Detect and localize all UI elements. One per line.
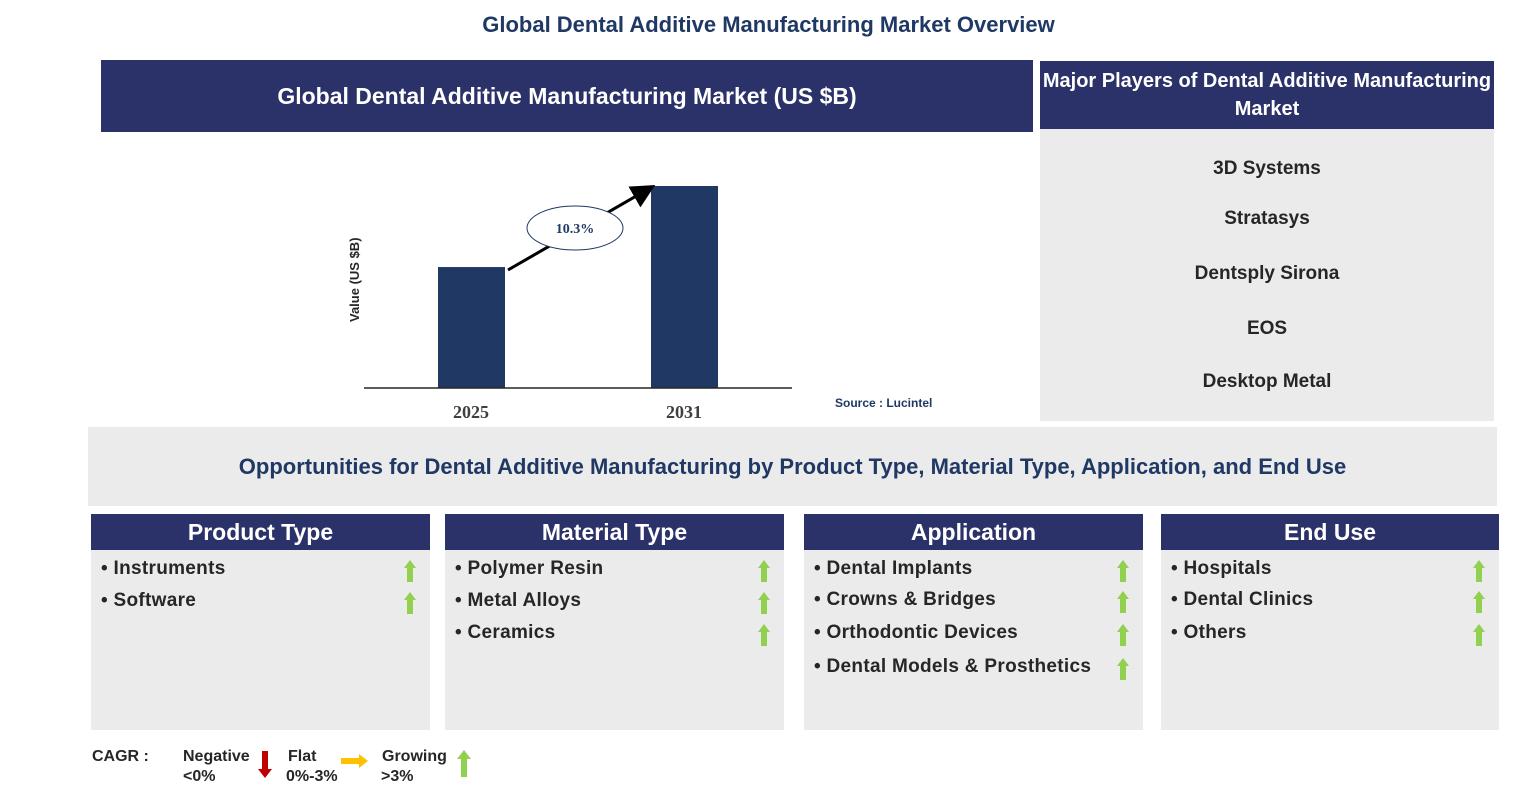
player-item: EOS xyxy=(1246,318,1288,339)
segment-item: • Ceramics xyxy=(455,622,556,643)
segment-item: • Crowns & Bridges xyxy=(814,589,997,610)
segment-item: • Polymer Resin xyxy=(455,558,604,579)
player-item: Stratasys xyxy=(1224,208,1310,229)
segment-item: • Instruments xyxy=(101,558,226,579)
arrow-up-icon xyxy=(404,592,416,614)
legend-flat-range: 0%-3% xyxy=(286,768,338,785)
arrow-up-icon xyxy=(758,592,770,614)
segment-item: • Orthodontic Devices xyxy=(814,622,1019,643)
players-list: 3D Systems Stratasys Dentsply Sirona EOS… xyxy=(1040,129,1494,421)
bar-chart: Value (US $B) 2025 2031 10.3% Source : Lu… xyxy=(347,184,932,422)
x-tick-label: 2031 xyxy=(666,402,702,422)
legend-negative-range: <0% xyxy=(183,768,216,785)
arrow-up-icon xyxy=(1117,591,1129,613)
segment-header: Application xyxy=(804,514,1143,550)
player-item: Desktop Metal xyxy=(1202,371,1332,392)
players-header: Major Players of Dental Additive Manufac… xyxy=(1040,61,1494,129)
segment-item: • Metal Alloys xyxy=(455,590,582,611)
legend-growing-range: >3% xyxy=(381,768,414,785)
arrow-right-icon xyxy=(341,754,368,768)
legend-negative: Negative xyxy=(183,748,250,765)
segment-item: • Dental Clinics xyxy=(1171,589,1314,610)
arrow-up-icon xyxy=(457,750,471,777)
arrow-up-icon xyxy=(1117,658,1129,680)
y-axis-label: Value (US $B) xyxy=(347,237,362,322)
arrow-up-icon xyxy=(404,560,416,582)
source-label: Source : Lucintel xyxy=(835,396,932,410)
chart-header: Global Dental Additive Manufacturing Mar… xyxy=(101,60,1033,132)
player-item: 3D Systems xyxy=(1213,158,1321,179)
segment-header: End Use xyxy=(1161,514,1499,550)
segment-header: Product Type xyxy=(91,514,430,550)
segment-item: • Others xyxy=(1171,622,1247,643)
segment-header: Material Type xyxy=(445,514,784,550)
arrow-up-icon xyxy=(1117,560,1129,582)
bar-2031 xyxy=(651,186,718,388)
legend-label: CAGR : xyxy=(92,748,149,765)
segment-item: • Dental Models & Prosthetics xyxy=(814,656,1092,677)
segment-application: Application • Dental Implants • Crowns & B… xyxy=(804,514,1143,730)
bar-2025 xyxy=(438,267,505,388)
player-item: Dentsply Sirona xyxy=(1194,263,1340,284)
arrow-up-icon xyxy=(1473,591,1485,613)
opportunities-title: Opportunities for Dental Additive Manufa… xyxy=(88,427,1497,506)
segment-material-type: Material Type • Polymer Resin • Metal Allo… xyxy=(445,514,784,730)
segment-item: • Hospitals xyxy=(1171,558,1272,579)
arrow-up-icon xyxy=(1117,624,1129,646)
legend-growing: Growing xyxy=(382,748,447,765)
x-tick-label: 2025 xyxy=(453,402,489,422)
arrow-down-icon xyxy=(258,751,272,778)
cagr-label: 10.3% xyxy=(556,222,595,237)
cagr-ellipse xyxy=(526,205,624,251)
arrow-up-icon xyxy=(1473,624,1485,646)
legend-flat: Flat xyxy=(288,748,317,765)
segment-item: • Dental Implants xyxy=(814,558,973,579)
segment-end-use: End Use • Hospitals • Dental Clinics • Othe… xyxy=(1161,514,1499,730)
page-title: Global Dental Additive Manufacturing Mar… xyxy=(482,12,1055,37)
arrow-up-icon xyxy=(758,560,770,582)
segment-item: • Software xyxy=(101,590,197,611)
segment-product-type: Product Type • Instruments • Software xyxy=(91,514,430,730)
arrow-up-icon xyxy=(758,624,770,646)
arrow-up-icon xyxy=(1473,560,1485,582)
